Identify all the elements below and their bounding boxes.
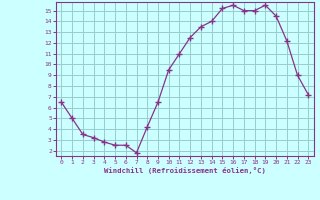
X-axis label: Windchill (Refroidissement éolien,°C): Windchill (Refroidissement éolien,°C) xyxy=(104,167,266,174)
